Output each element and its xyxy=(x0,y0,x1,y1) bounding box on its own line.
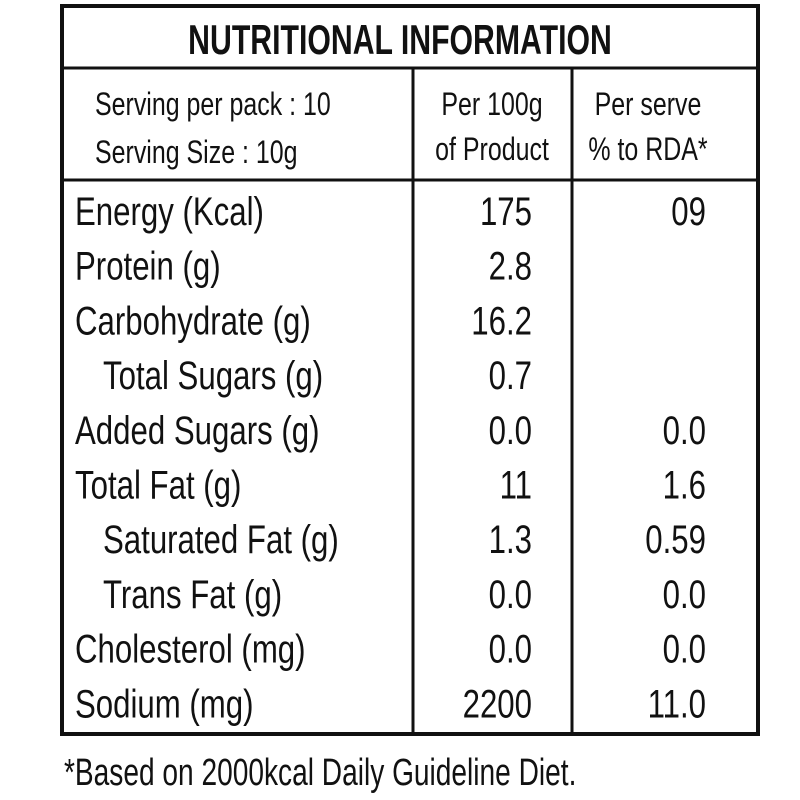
row-label: Carbohydrate (g) xyxy=(75,299,311,344)
footnote: *Based on 2000kcal Daily Guideline Diet. xyxy=(64,752,576,794)
row-label: Added Sugars (g) xyxy=(75,408,319,453)
per-100g-value: 1.3 xyxy=(489,518,532,563)
row-label: Cholesterol (mg) xyxy=(75,627,306,672)
column-header: % to RDA* xyxy=(588,132,707,168)
column-header: Per 100g xyxy=(441,87,542,123)
rda-value: 0.0 xyxy=(663,408,706,453)
rda-value: 0.59 xyxy=(645,518,706,563)
per-100g-value: 0.0 xyxy=(489,408,532,453)
per-100g-value: 2.8 xyxy=(489,244,532,289)
column-header: Per serve xyxy=(595,87,702,123)
row-label: Total Fat (g) xyxy=(75,463,241,508)
per-100g-value: 0.0 xyxy=(489,627,532,672)
rda-value: 09 xyxy=(671,189,706,234)
row-label: Energy (Kcal) xyxy=(75,189,264,234)
outer-border xyxy=(60,4,760,736)
row-label: Total Sugars (g) xyxy=(103,353,323,398)
rda-value: 0.0 xyxy=(663,572,706,617)
row-label: Trans Fat (g) xyxy=(103,572,282,617)
rda-value: 0.0 xyxy=(663,627,706,672)
title: NUTRITIONAL INFORMATION xyxy=(188,16,612,63)
per-100g-value: 0.7 xyxy=(489,353,532,398)
rda-value: 11.0 xyxy=(648,682,706,727)
serving-info: Serving per pack : 10 xyxy=(95,87,331,123)
per-100g-value: 2200 xyxy=(463,682,532,727)
row-label: Protein (g) xyxy=(75,244,221,289)
row-label: Sodium (mg) xyxy=(75,682,254,727)
serving-info: Serving Size : 10g xyxy=(95,135,298,171)
rda-value: 1.6 xyxy=(663,463,706,508)
per-100g-value: 175 xyxy=(480,189,532,234)
column-header: of Product xyxy=(435,132,549,168)
row-label: Saturated Fat (g) xyxy=(103,518,339,563)
per-100g-value: 11 xyxy=(500,463,532,508)
per-100g-value: 0.0 xyxy=(489,572,532,617)
per-100g-value: 16.2 xyxy=(471,299,532,344)
